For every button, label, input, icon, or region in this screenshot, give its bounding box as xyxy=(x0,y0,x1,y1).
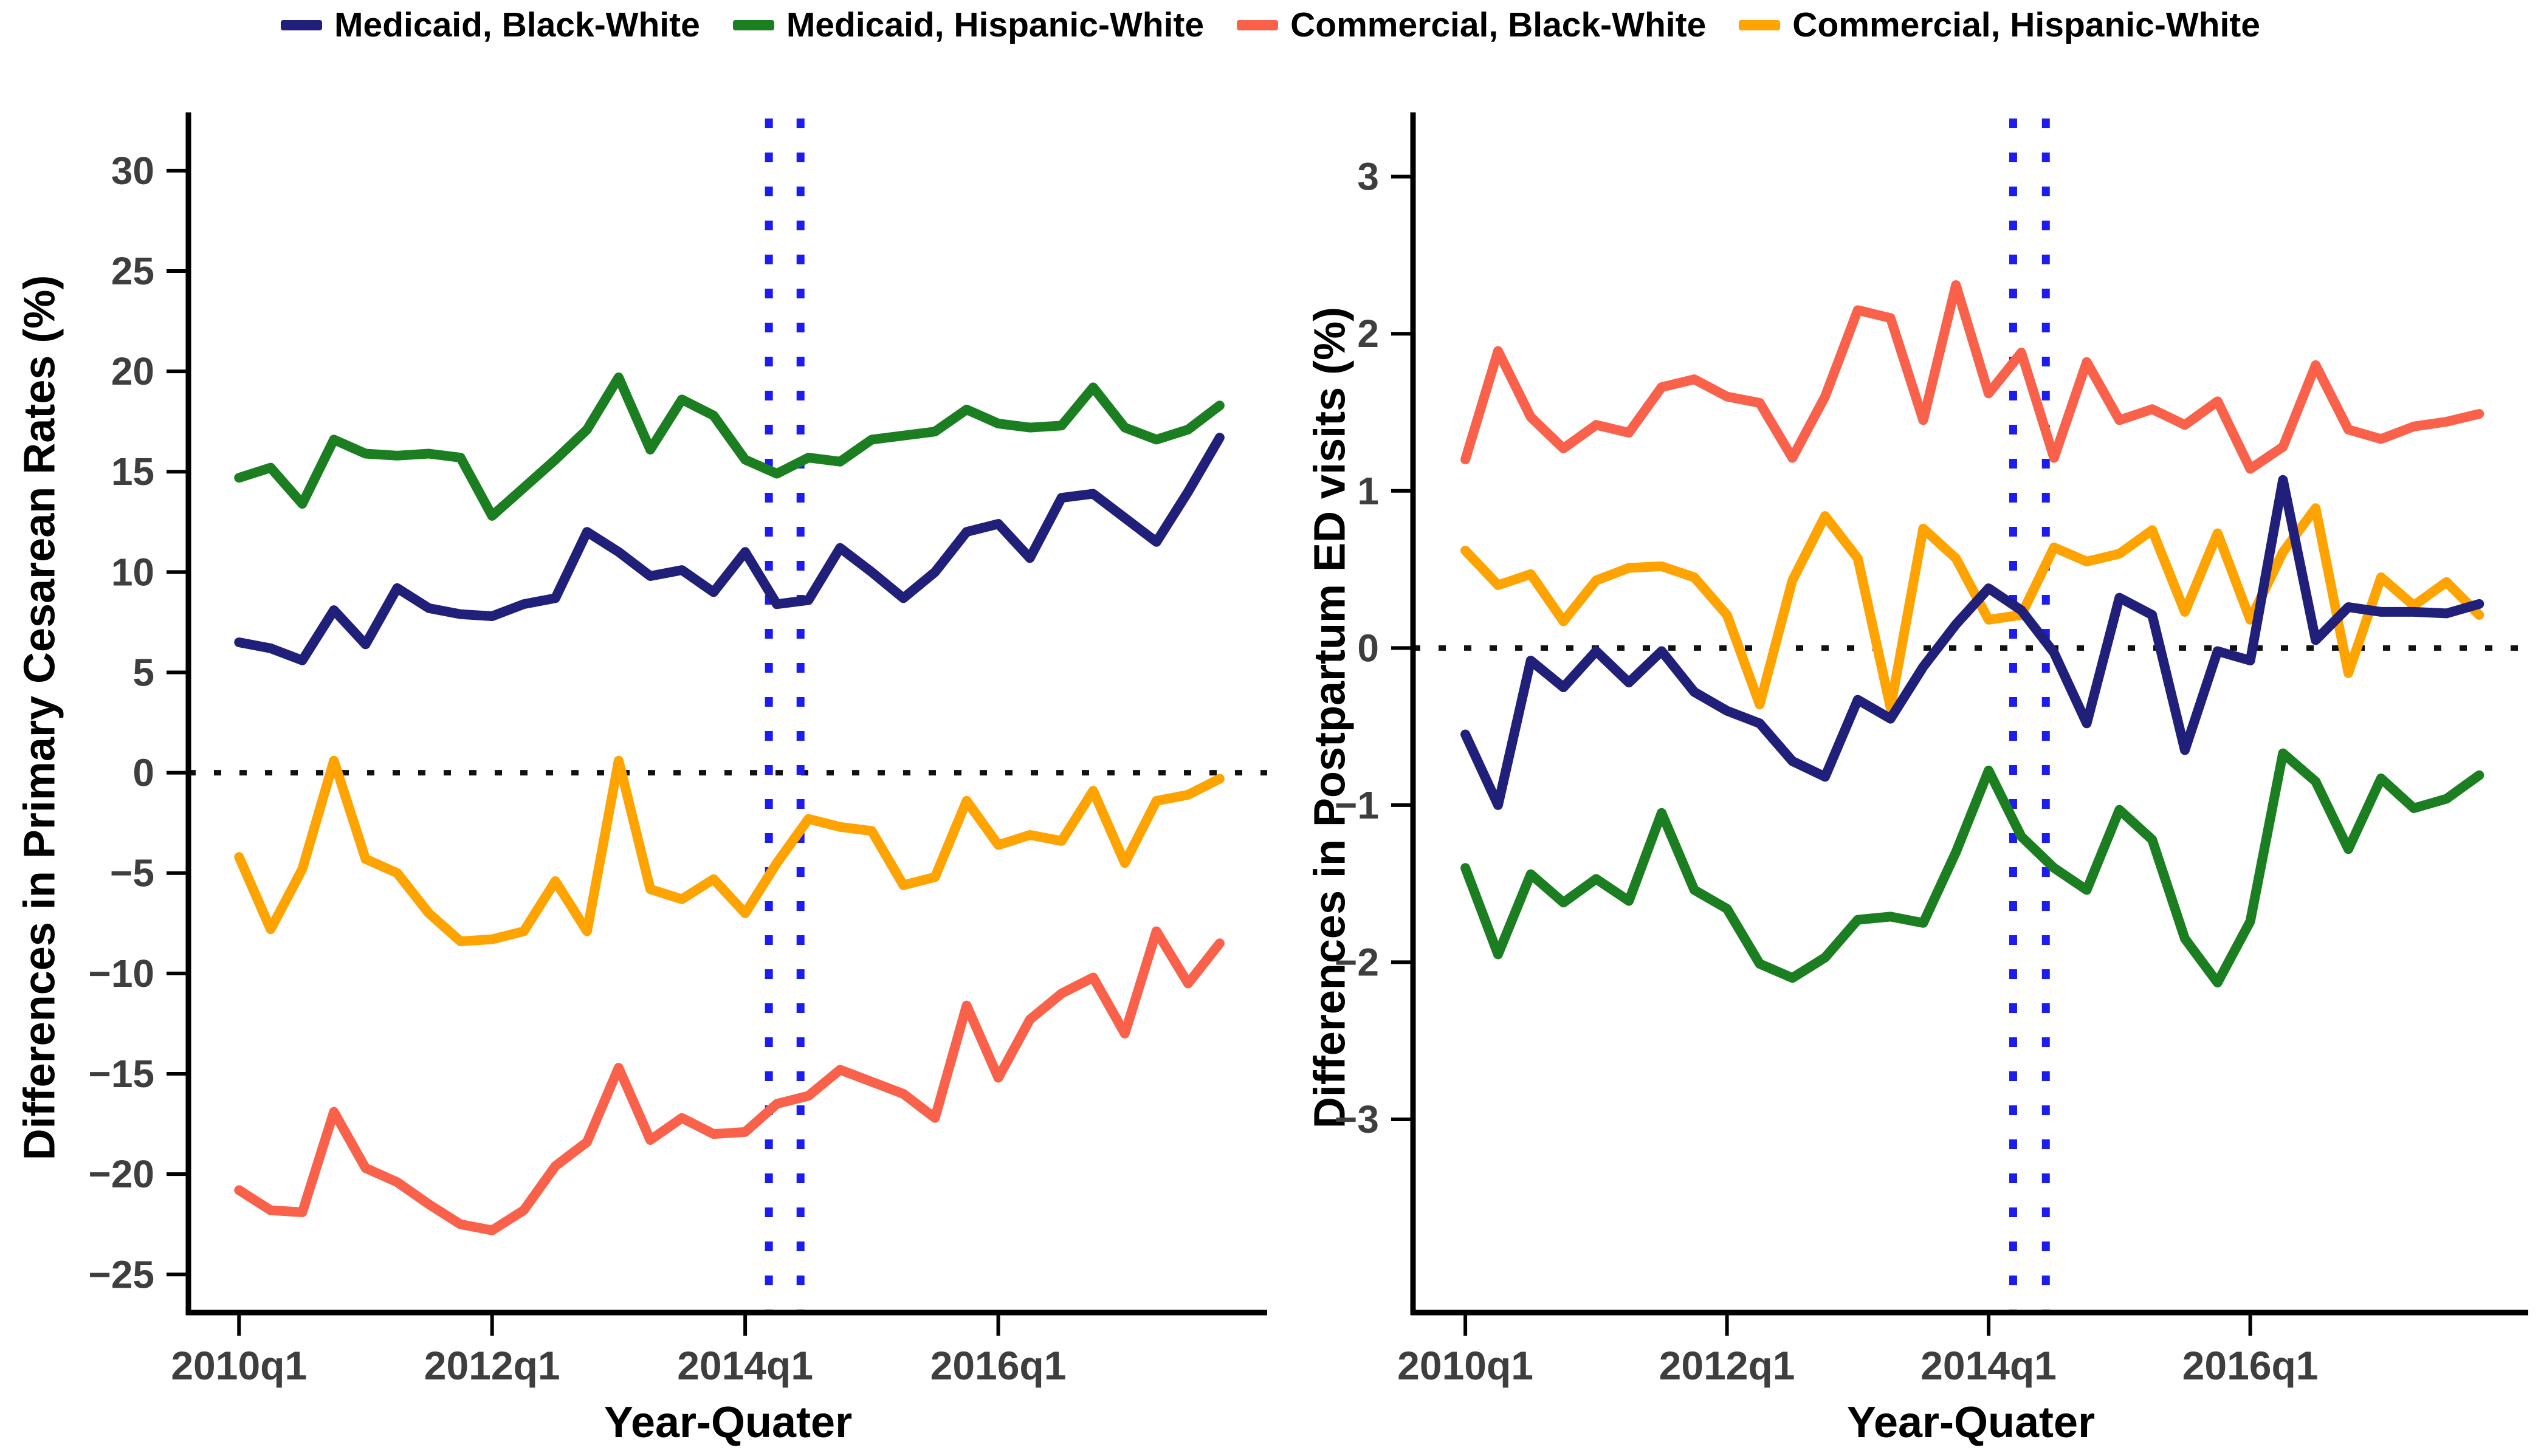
legend-swatch-green-icon xyxy=(732,19,774,30)
left-y-tick-label: 20 xyxy=(111,349,154,393)
left-x-tick-label: 2010q1 xyxy=(171,1343,307,1388)
legend-item-commercial-black-white: Commercial, Black-White xyxy=(1237,5,1706,45)
legend-swatch-salmon-icon xyxy=(1237,19,1279,30)
legend-swatch-orange-icon xyxy=(1739,19,1781,30)
left-y-tick-label: −10 xyxy=(88,952,154,995)
left-line-medicaid-hispanic-white xyxy=(234,373,1225,521)
left-y-tick-label: 30 xyxy=(111,149,154,193)
right-x-tick-label: 2010q1 xyxy=(1397,1343,1533,1388)
left-x-tick-label: 2016q1 xyxy=(930,1343,1067,1388)
left-panel: 30 25 20 15 10 5 0 −5 −10 −15 −20 −25 2010q1 2012q1 20… xyxy=(88,112,1267,1388)
right-line-medicaid-black-white xyxy=(1460,475,2484,810)
right-y-tick-label: 3 xyxy=(1357,155,1379,199)
right-x-tick-label: 2016q1 xyxy=(2182,1343,2319,1388)
right-y-tick-label: −1 xyxy=(1335,783,1379,827)
right-line-commercial-hispanic-white xyxy=(1460,503,2484,713)
right-line-medicaid-hispanic-white xyxy=(1460,748,2484,987)
left-y-tick-label: 0 xyxy=(132,751,154,795)
left-line-medicaid-black-white xyxy=(234,433,1225,665)
left-y-tick-label: 15 xyxy=(111,450,154,493)
left-y-tick-label: −5 xyxy=(110,851,154,895)
legend-item-medicaid-hispanic-white: Medicaid, Hispanic-White xyxy=(732,5,1205,45)
left-y-tick-label: 5 xyxy=(132,650,154,694)
left-y-tick-label: −25 xyxy=(88,1252,154,1296)
right-y-tick-label: −2 xyxy=(1335,940,1379,984)
right-y-tick-label: 2 xyxy=(1357,312,1379,355)
left-y-tick-label: −15 xyxy=(88,1052,154,1096)
right-x-axis-title: Year-Quater xyxy=(1846,1398,2096,1447)
chart-legend: Medicaid, Black-White Medicaid, Hispanic… xyxy=(0,5,2541,45)
left-line-commercial-hispanic-white xyxy=(234,755,1225,946)
right-x-tick-label: 2012q1 xyxy=(1659,1343,1795,1388)
right-line-commercial-black-white xyxy=(1460,280,2484,474)
left-y-tick-label: 10 xyxy=(111,550,154,594)
legend-item-medicaid-black-white: Medicaid, Black-White xyxy=(281,5,700,45)
right-panel: 3 2 1 0 −1 −2 −3 2010q1 2012q1 2014q1 2016q1 xyxy=(1335,112,2528,1388)
left-y-tick-label: 25 xyxy=(111,249,154,293)
right-y-tick-label: 0 xyxy=(1357,626,1379,670)
left-x-tick-label: 2014q1 xyxy=(677,1343,813,1388)
legend-item-commercial-hispanic-white: Commercial, Hispanic-White xyxy=(1739,5,2260,45)
left-y-tick-label: −20 xyxy=(88,1152,154,1196)
right-x-tick-label: 2014q1 xyxy=(1920,1343,2057,1388)
legend-label: Medicaid, Hispanic-White xyxy=(786,5,1205,44)
legend-label: Commercial, Hispanic-White xyxy=(1792,5,2260,44)
legend-label: Medicaid, Black-White xyxy=(334,5,700,44)
left-line-commercial-black-white xyxy=(234,926,1225,1235)
left-x-tick-label: 2012q1 xyxy=(424,1343,560,1388)
right-y-tick-label: −3 xyxy=(1335,1097,1379,1141)
right-y-tick-label: 1 xyxy=(1357,469,1379,513)
left-x-axis-title: Year-Quater xyxy=(603,1398,853,1447)
legend-swatch-navy-icon xyxy=(281,19,323,30)
legend-label: Commercial, Black-White xyxy=(1290,5,1707,44)
